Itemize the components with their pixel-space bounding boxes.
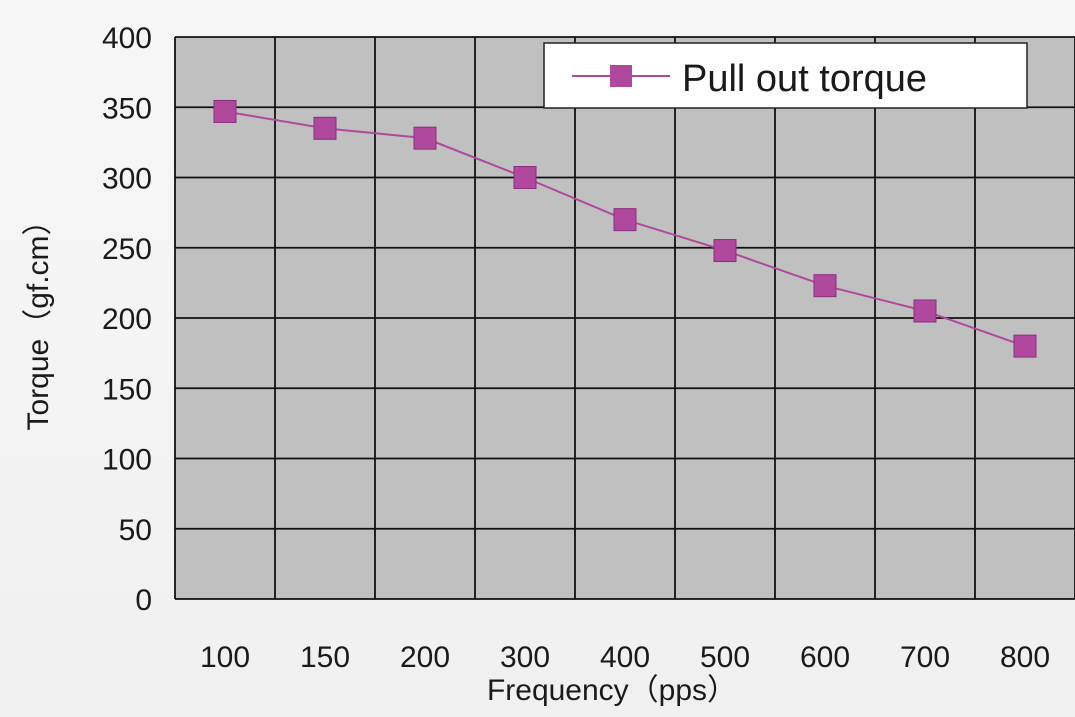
y-tick-label: 350 (102, 92, 152, 125)
y-tick-label: 150 (102, 373, 152, 406)
x-tick-label: 700 (900, 641, 950, 674)
legend: Pull out torque (543, 42, 1028, 109)
data-point-marker (313, 116, 337, 140)
y-axis-tick-labels: 0 50 100 150 200 250 300 350 400 (102, 22, 152, 617)
series-layer (213, 99, 1037, 358)
legend-entry-label: Pull out torque (682, 58, 927, 100)
data-point-marker (1013, 334, 1037, 358)
data-point-marker (813, 274, 837, 298)
data-point-marker (713, 239, 737, 263)
y-axis-label: Torque（gf.cm） (22, 205, 55, 430)
gridlines (174, 36, 1075, 600)
y-tick-label: 400 (102, 22, 152, 55)
x-tick-label: 800 (1000, 641, 1050, 674)
x-tick-label: 400 (600, 641, 650, 674)
x-tick-label: 150 (300, 641, 350, 674)
x-tick-label: 600 (800, 641, 850, 674)
x-tick-label: 300 (500, 641, 550, 674)
y-tick-label: 250 (102, 233, 152, 266)
data-point-marker (913, 299, 937, 323)
x-axis-label: Frequency（pps） (487, 674, 737, 707)
y-tick-label: 100 (102, 444, 152, 477)
y-tick-label: 200 (102, 303, 152, 336)
legend-marker-swatch (610, 65, 632, 87)
y-tick-label: 0 (135, 584, 152, 617)
x-tick-label: 200 (400, 641, 450, 674)
data-point-marker (613, 208, 637, 232)
x-tick-label: 500 (700, 641, 750, 674)
x-tick-label: 100 (200, 641, 250, 674)
y-tick-label: 300 (102, 163, 152, 196)
y-tick-label: 50 (119, 514, 152, 547)
data-point-marker (513, 166, 537, 189)
x-axis-tick-labels: 100 150 200 300 400 500 600 700 800 (200, 641, 1050, 674)
data-point-marker (413, 126, 437, 150)
data-point-marker (213, 99, 237, 123)
